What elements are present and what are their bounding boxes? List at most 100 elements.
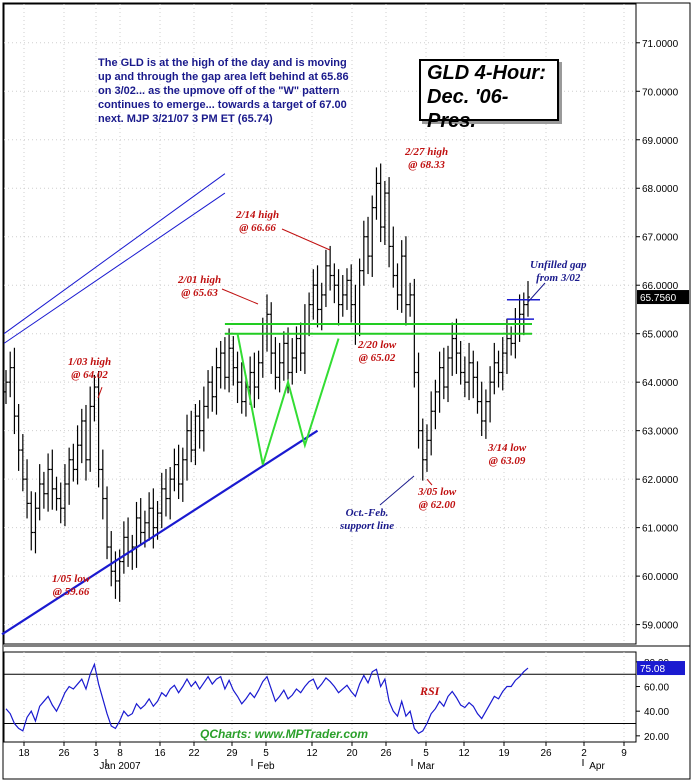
price-tick-label: 68.0000: [642, 184, 679, 195]
price-bar: [344, 268, 349, 310]
price-bar: [479, 381, 484, 436]
price-bar: [298, 322, 303, 372]
price-bar: [239, 362, 244, 414]
annotation-feb27-high: 2/27 high @ 68.33: [405, 146, 448, 172]
price-bar: [504, 318, 509, 374]
annotation-mar14-low: 3/14 low @ 63.09: [488, 442, 526, 468]
price-bar: [235, 351, 240, 404]
price-bar: [340, 275, 345, 317]
price-bar: [71, 443, 76, 482]
x-tick-label: 12: [306, 748, 318, 759]
price-bar: [50, 449, 55, 510]
price-bar: [319, 282, 324, 331]
channel-line: [3, 192, 226, 344]
price-bar: [8, 351, 13, 398]
price-bar: [467, 342, 472, 401]
price-bar: [210, 366, 215, 412]
annotation-line: Oct.-Feb.: [345, 507, 389, 519]
price-bar: [113, 551, 118, 599]
channel-line: [1, 429, 319, 636]
price-bar: [189, 410, 194, 463]
leader-line: [281, 228, 331, 251]
price-bar: [416, 352, 421, 449]
annotation-line: Unfilled gap: [530, 259, 587, 271]
price-bar: [450, 322, 455, 376]
rsi-tick-label: 40.00: [644, 707, 669, 718]
price-bar: [92, 374, 97, 422]
price-bar: [151, 488, 156, 549]
chart-credit: QCharts: www.MPTrader.com: [200, 727, 368, 741]
price-bar: [420, 418, 425, 481]
annotation-feb20-low: 2/20 low @ 65.02: [358, 339, 396, 365]
price-bar: [67, 447, 72, 505]
price-bar: [454, 318, 459, 374]
x-month-label: Jan 2007: [99, 761, 141, 772]
x-tick-label: 19: [498, 748, 510, 759]
annotation-feb01-high: 2/01 high @ 65.63: [178, 274, 221, 300]
price-tick-label: 70.0000: [642, 87, 679, 98]
x-month-label: Feb: [257, 761, 275, 772]
price-bar: [273, 337, 278, 390]
annotation-line: support line: [340, 520, 395, 532]
price-bar: [176, 444, 181, 500]
price-bar: [315, 265, 320, 328]
annotation-unfilled-gap: Unfilled gap from 3/02: [530, 259, 587, 285]
price-bar: [332, 263, 337, 304]
leader-line: [379, 475, 415, 506]
price-bar: [12, 347, 17, 435]
price-bar: [138, 498, 143, 545]
price-bar: [33, 492, 38, 554]
commentary-line: next. MJP 3/21/07 3 PM ET (65.74): [98, 113, 273, 125]
annotation-line: 2/27 high: [405, 146, 449, 158]
price-bar: [214, 347, 219, 415]
chart-title-line: GLD 4-Hour:: [427, 62, 546, 84]
price-bar: [471, 350, 476, 399]
x-tick-label: 26: [540, 748, 552, 759]
price-tick-label: 65.0000: [642, 330, 679, 341]
commentary-line: The GLD is at the high of the day and is…: [98, 57, 347, 69]
price-bar: [366, 216, 371, 275]
x-tick-label: 8: [117, 748, 123, 759]
chart-title-box: GLD 4-Hour: Dec. '06-Pres.: [419, 59, 559, 132]
price-tick-label: 66.0000: [642, 281, 679, 292]
annotation-jan03-high: 1/03 high @ 64.02: [68, 356, 111, 382]
price-bar: [163, 468, 168, 517]
annotation-line: @ 63.09: [488, 455, 526, 467]
price-bar: [16, 404, 21, 471]
leader-line: [527, 282, 546, 303]
x-tick-label: 26: [380, 748, 392, 759]
price-tick-label: 62.0000: [642, 475, 679, 486]
price-bar: [492, 342, 497, 395]
price-bar: [185, 414, 190, 481]
rsi-value-tag-label: 75.08: [640, 664, 665, 675]
price-bar: [180, 447, 185, 502]
rsi-panel-frame: [3, 651, 637, 743]
x-tick-label: 16: [154, 748, 166, 759]
price-bar: [433, 379, 438, 430]
rsi-label: RSI: [419, 684, 441, 698]
price-bar: [201, 386, 206, 452]
rsi-tick-label: 20.00: [644, 732, 669, 743]
price-bar: [462, 356, 467, 398]
price-bar: [437, 351, 442, 413]
price-bar: [475, 361, 480, 414]
annotation-line: @ 64.02: [71, 369, 108, 381]
x-tick-label: 5: [423, 748, 429, 759]
price-tick-label: 59.0000: [642, 621, 679, 632]
price-bar: [399, 240, 404, 313]
annotation-line: 1/05 low: [52, 573, 91, 585]
price-bar: [429, 391, 434, 456]
rsi-value-tag: [637, 661, 685, 676]
price-bar: [58, 482, 63, 524]
price-bar: [403, 236, 408, 326]
leader-line: [97, 387, 103, 399]
annotation-line: @ 65.63: [181, 287, 218, 299]
commentary-line: continues to emerge... towards a target …: [98, 99, 347, 111]
price-bar: [378, 163, 383, 243]
price-tick-label: 64.0000: [642, 378, 679, 389]
annotation-line: @ 68.33: [408, 159, 445, 171]
price-bar: [526, 281, 530, 317]
price-bar: [441, 347, 446, 400]
